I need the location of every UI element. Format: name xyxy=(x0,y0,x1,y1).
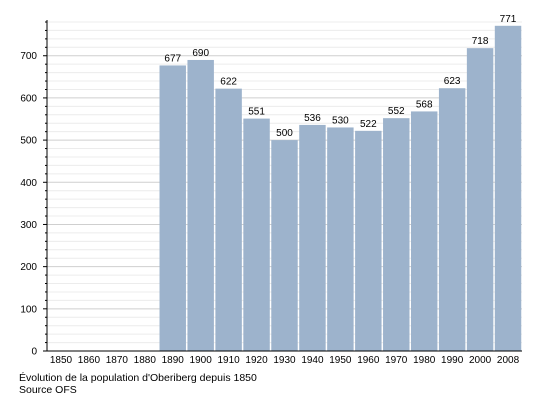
y-tick-label-300: 300 xyxy=(20,220,37,231)
bar-1930 xyxy=(271,140,298,351)
bars xyxy=(159,25,522,352)
y-tick-label-200: 200 xyxy=(20,262,37,273)
x-tick-label-1910: 1910 xyxy=(217,355,240,366)
data-label-1980: 568 xyxy=(416,99,433,110)
data-label-1890: 677 xyxy=(164,53,181,64)
chart-caption: Évolution de la population d'Oberiberg d… xyxy=(19,372,257,384)
bar-2008 xyxy=(494,25,522,352)
data-label-1940: 536 xyxy=(304,113,321,124)
x-tick-label-1960: 1960 xyxy=(357,355,380,366)
bar-2000 xyxy=(466,48,494,352)
x-tick-label-1900: 1900 xyxy=(190,355,213,366)
bar-1940 xyxy=(299,124,326,352)
bar-1920 xyxy=(243,118,270,351)
x-tick-label-1990: 1990 xyxy=(441,355,464,366)
data-label-1930: 500 xyxy=(276,128,293,139)
x-tick-label-2008: 2008 xyxy=(497,355,520,366)
bar-1960 xyxy=(355,130,382,351)
labels: 677 690 622 551 500 536 530 522 552 568 623 718 771 0… xyxy=(20,14,519,366)
x-tick-label-1950: 1950 xyxy=(329,355,352,366)
axes xyxy=(43,20,522,352)
bar-1910 xyxy=(215,88,242,352)
bar-1890 xyxy=(159,65,186,351)
x-tick-label-1930: 1930 xyxy=(273,355,296,366)
x-tick-label-1870: 1870 xyxy=(106,355,129,366)
y-tick-label-600: 600 xyxy=(20,93,37,104)
y-tick-label-400: 400 xyxy=(20,178,37,189)
bar-1900 xyxy=(187,59,214,351)
y-tick-label-700: 700 xyxy=(20,51,37,62)
data-label-2000: 718 xyxy=(472,36,489,47)
x-tick-label-1860: 1860 xyxy=(78,355,101,366)
x-tick-label-1890: 1890 xyxy=(162,355,185,366)
data-label-1970: 552 xyxy=(388,106,405,117)
data-label-1910: 622 xyxy=(220,77,237,88)
bar-1980 xyxy=(410,111,438,352)
y-tick-label-100: 100 xyxy=(20,304,37,315)
x-tick-label-1970: 1970 xyxy=(385,355,408,366)
x-tick-label-1980: 1980 xyxy=(413,355,436,366)
y-tick-label-0: 0 xyxy=(31,347,37,358)
x-tick-label-1940: 1940 xyxy=(301,355,324,366)
x-tick-label-2000: 2000 xyxy=(469,355,492,366)
bar-1950 xyxy=(327,127,354,351)
data-label-1920: 551 xyxy=(248,107,265,118)
data-label-1960: 522 xyxy=(360,119,377,130)
chart-source: Source OFS xyxy=(19,384,77,396)
y-tick-label-500: 500 xyxy=(20,136,37,147)
x-tick-label-1880: 1880 xyxy=(134,355,157,366)
data-label-1900: 690 xyxy=(192,48,209,59)
x-tick-label-1850: 1850 xyxy=(50,355,73,366)
data-label-1950: 530 xyxy=(332,115,349,126)
x-tick-label-1920: 1920 xyxy=(245,355,268,366)
data-label-1990: 623 xyxy=(444,76,461,87)
bar-1990 xyxy=(438,88,466,351)
bar-1970 xyxy=(383,118,410,352)
data-label-2008: 771 xyxy=(500,14,517,25)
